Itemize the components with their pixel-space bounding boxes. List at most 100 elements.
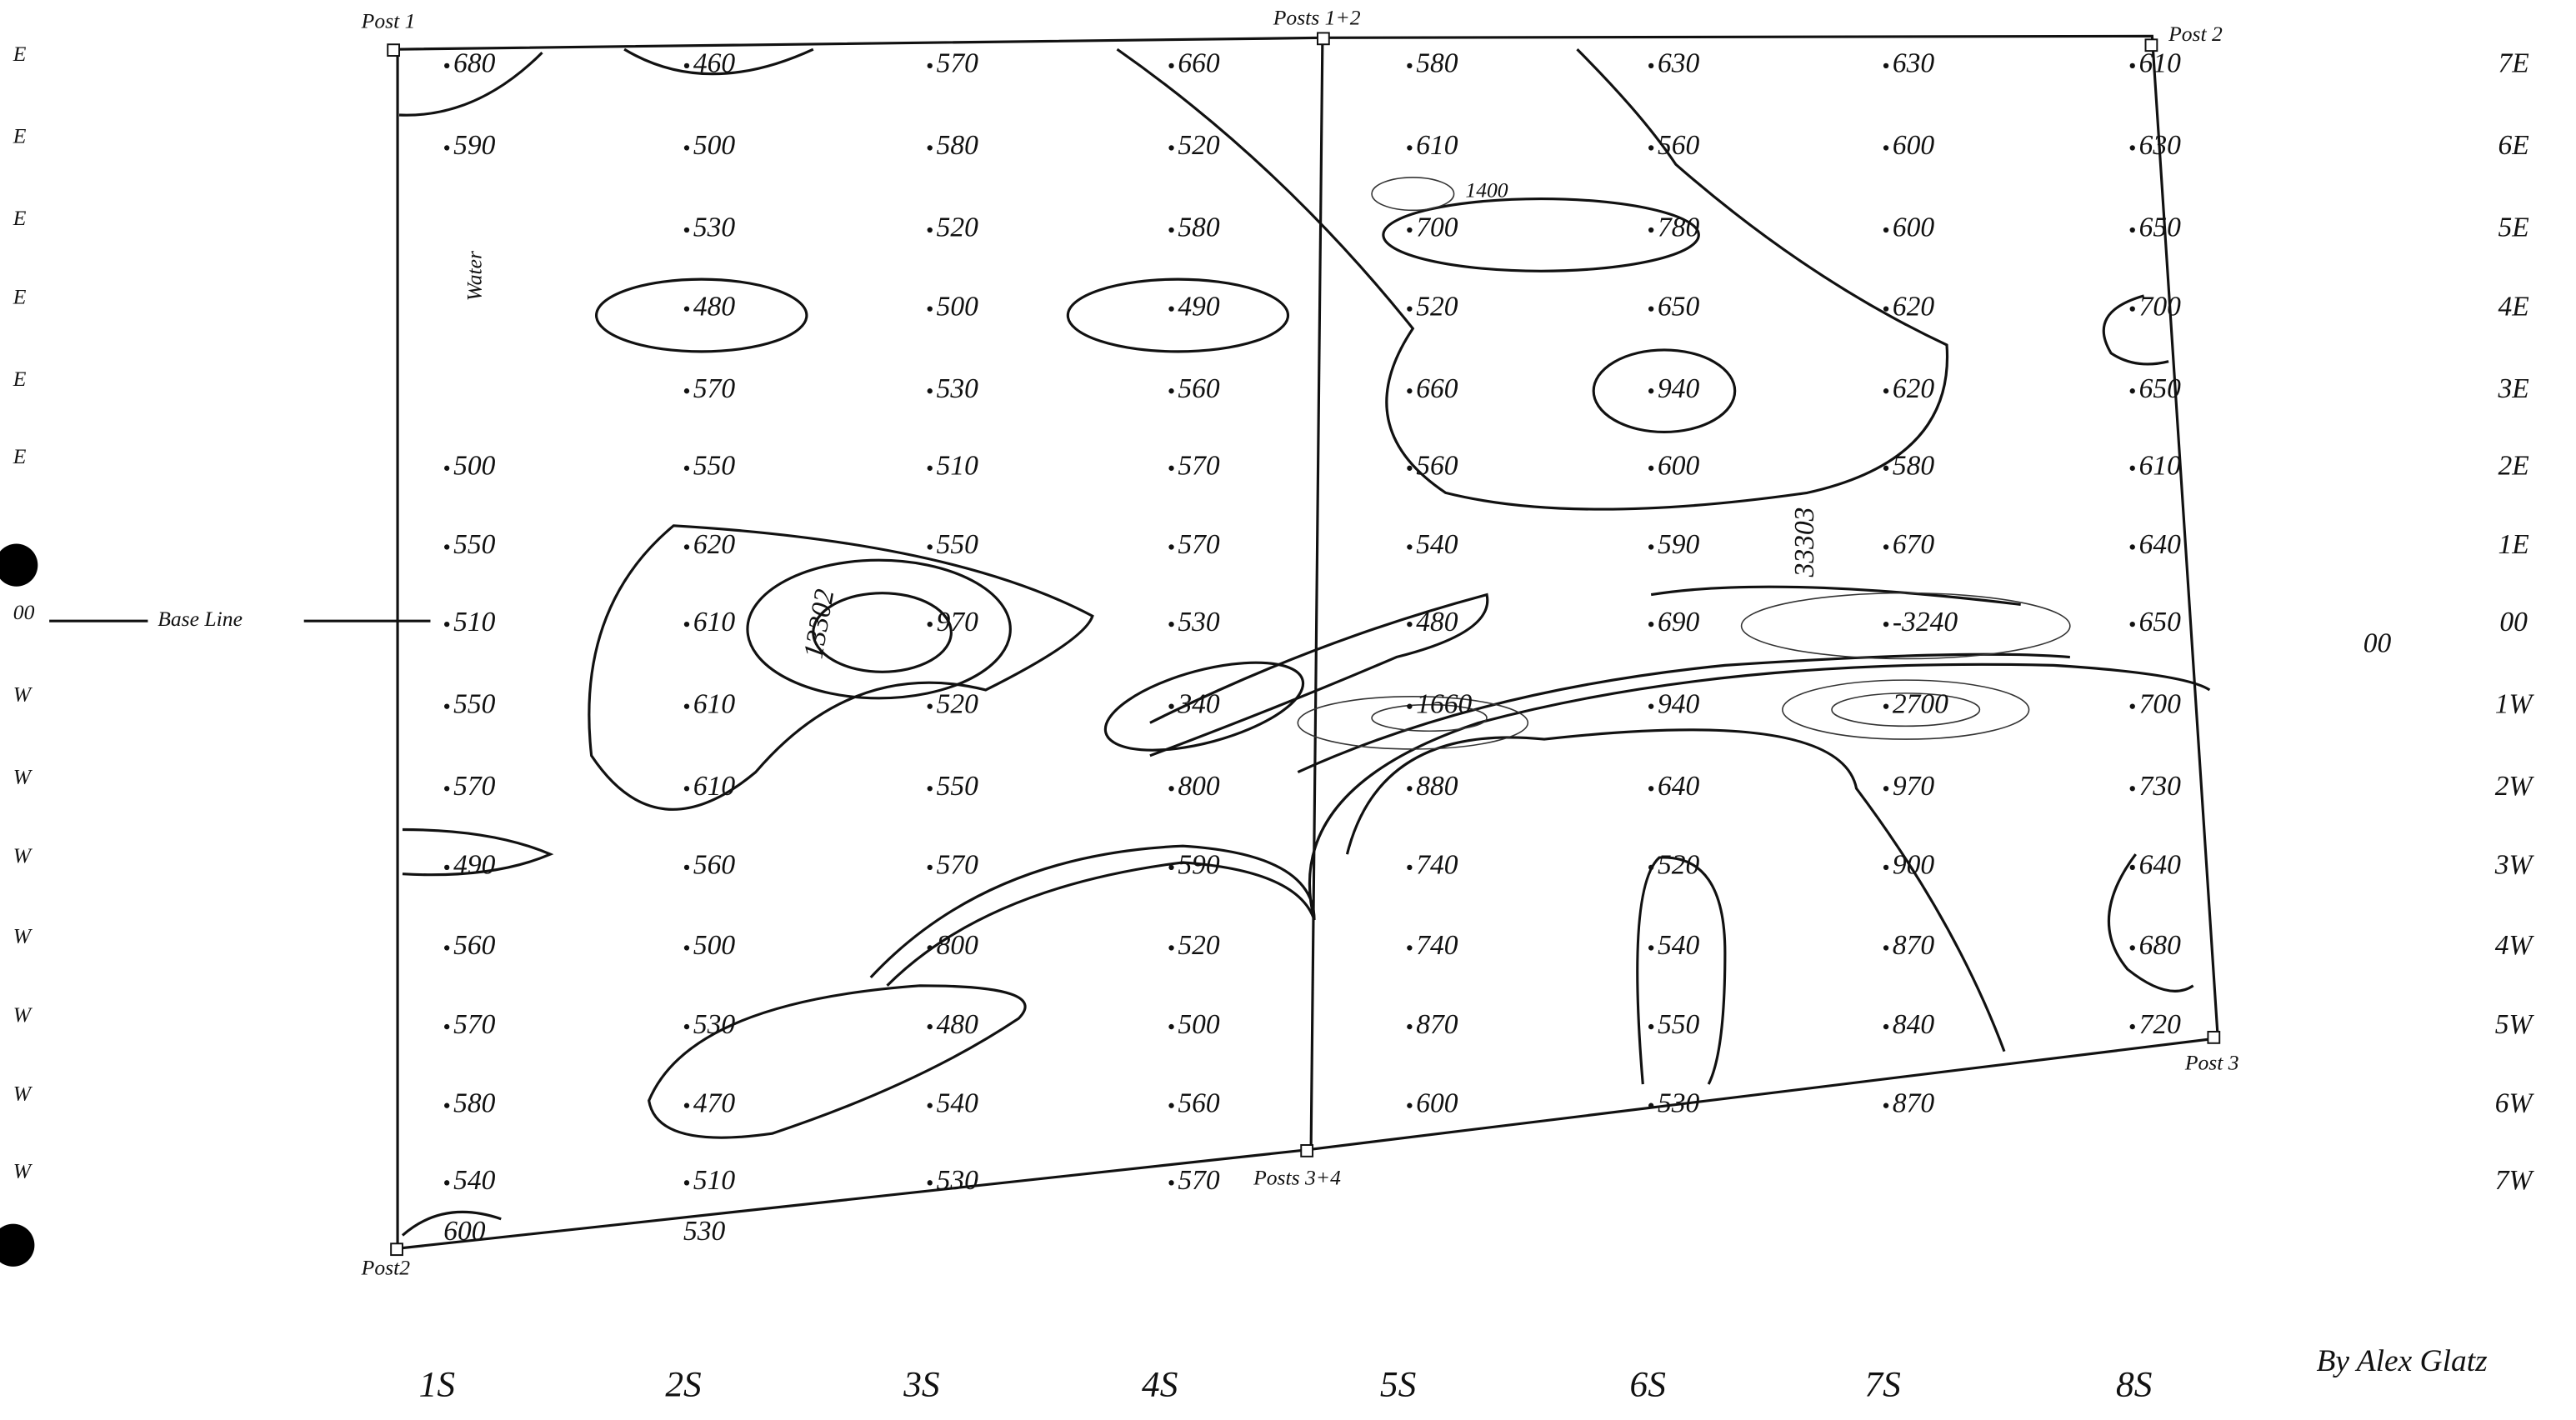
spot-reading: 1400 (1465, 178, 1508, 202)
reading: 500 (1178, 1009, 1220, 1040)
post-label: Post 1 (361, 8, 416, 32)
row-label-left: E (13, 367, 27, 391)
reading: 570 (453, 771, 495, 802)
reading: 530 (693, 1009, 735, 1040)
row-label: 00 (2499, 607, 2528, 638)
reading: 530 (693, 212, 735, 243)
reading-dot (683, 306, 690, 312)
reading-dot (683, 62, 690, 69)
reading: 650 (2139, 607, 2181, 638)
post-label: Posts 1+2 (1273, 6, 1361, 30)
reading-dot (1648, 227, 1654, 233)
reading: 550 (937, 771, 979, 802)
reading: 880 (1416, 771, 1458, 802)
reading-dot (927, 1023, 933, 1030)
reading-dot (1648, 465, 1654, 471)
column-label: 1S (419, 1365, 455, 1405)
row-label: 2E (2498, 451, 2528, 482)
reading-dot (2129, 864, 2135, 871)
reading-dot (1883, 306, 1889, 312)
row-label: 7W (2495, 1165, 2535, 1196)
row-label: 4E (2498, 291, 2528, 322)
reading: 580 (1178, 212, 1220, 243)
reading: 480 (937, 1009, 979, 1040)
reading: 640 (2139, 529, 2181, 560)
reading: 520 (1416, 291, 1458, 322)
reading: 550 (693, 451, 735, 482)
reading-dot (2129, 703, 2135, 709)
reading: 560 (1178, 373, 1220, 404)
row-label: 4W (2495, 930, 2535, 961)
reading: 520 (1658, 850, 1699, 881)
row-label: 5E (2498, 212, 2528, 243)
reading: 970 (937, 607, 979, 638)
reading-dot (1648, 621, 1654, 628)
reading-dot (444, 544, 450, 550)
reading-dot (1168, 1023, 1174, 1030)
reading: 720 (2139, 1009, 2181, 1040)
reading: 590 (453, 130, 495, 161)
reading: 700 (2139, 688, 2181, 719)
reading-dot (683, 465, 690, 471)
reading-dot (1648, 306, 1654, 312)
row-label: 6E (2498, 130, 2528, 161)
reading-dot (683, 1102, 690, 1108)
reading-dot (1407, 703, 1413, 709)
reading-dot (1407, 544, 1413, 550)
row-label: 3W (2494, 850, 2535, 881)
column-label: 6S (1630, 1365, 1666, 1405)
reading: 560 (1658, 130, 1699, 161)
reading-dot (2129, 227, 2135, 233)
reading-dot (1168, 388, 1174, 394)
reading: 680 (2139, 930, 2181, 961)
reading-dot (2129, 945, 2135, 951)
reading: 610 (693, 688, 735, 719)
reading-dot (1168, 62, 1174, 69)
reading-dot (1407, 945, 1413, 951)
reading-dot (683, 544, 690, 550)
middle-zero: 00 (2363, 628, 2392, 658)
reading-dot (444, 864, 450, 871)
reading-dot (1407, 306, 1413, 312)
reading: 570 (453, 1009, 495, 1040)
reading: 570 (1178, 529, 1220, 560)
reading: 730 (2139, 771, 2181, 802)
reading: 610 (693, 607, 735, 638)
reading: 560 (1416, 451, 1458, 482)
row-label-left: E (13, 285, 27, 309)
reading-dot (1168, 786, 1174, 792)
reading: 540 (1658, 930, 1699, 961)
reading-dot (444, 465, 450, 471)
reading-dot (683, 864, 690, 871)
reading: 580 (453, 1088, 495, 1118)
reading: 610 (2139, 451, 2181, 482)
reading-dot (683, 945, 690, 951)
reading: 580 (1893, 451, 1935, 482)
reading: 870 (1893, 1088, 1935, 1118)
reading-dot (1883, 1102, 1889, 1108)
contours (398, 48, 2211, 1237)
reading: 780 (1658, 212, 1699, 243)
reading: -3240 (1893, 607, 1958, 638)
reading: 580 (1416, 48, 1458, 79)
reading: 600 (443, 1216, 485, 1247)
reading-dot (1407, 62, 1413, 69)
post-label: Post 3 (2184, 1050, 2239, 1074)
reading-dot (1648, 786, 1654, 792)
reading: 2700 (1893, 688, 1948, 719)
reading: 500 (937, 291, 979, 322)
reading: 610 (1416, 130, 1458, 161)
reading-dot (927, 62, 933, 69)
post-label: Posts 3+4 (1253, 1165, 1341, 1189)
reading-dot (2129, 544, 2135, 550)
reading-dot (927, 945, 933, 951)
reading: 540 (1416, 529, 1458, 560)
reading-dot (1883, 786, 1889, 792)
row-label-left: E (13, 444, 27, 468)
reading-dot (1883, 703, 1889, 709)
reading: 520 (1178, 930, 1220, 961)
row-label-left: E (13, 123, 27, 148)
row-label: 2W (2495, 771, 2535, 802)
reading: 630 (2139, 130, 2181, 161)
row-label-left: W (13, 682, 33, 707)
